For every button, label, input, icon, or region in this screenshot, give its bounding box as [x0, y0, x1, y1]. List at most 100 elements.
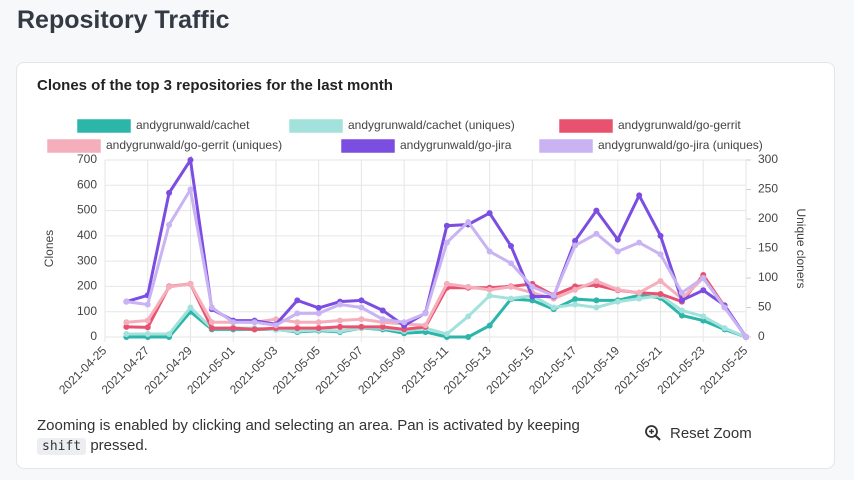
data-point: [208, 304, 215, 311]
reset-zoom-label: Reset Zoom: [670, 424, 752, 442]
data-point: [721, 325, 728, 332]
data-point: [465, 283, 472, 290]
legend-label: andygrunwald/go-jira: [400, 138, 512, 152]
data-point: [614, 286, 621, 293]
data-point: [550, 292, 557, 299]
y2-tick-label: 0: [758, 329, 765, 343]
data-point: [572, 296, 579, 303]
data-point: [123, 323, 130, 330]
data-point: [700, 287, 707, 294]
legend-swatch: [559, 119, 613, 133]
legend-swatch: [77, 119, 131, 133]
data-point: [486, 248, 493, 255]
legend-item[interactable]: andygrunwald/go-gerrit: [559, 118, 741, 133]
data-point: [657, 251, 664, 258]
data-point: [230, 325, 237, 332]
data-point: [251, 319, 258, 326]
data-point: [507, 295, 514, 302]
data-point: [422, 310, 429, 317]
data-point: [657, 291, 664, 298]
data-point: [144, 331, 151, 338]
data-point: [614, 236, 621, 243]
legend-label: andygrunwald/go-gerrit (uniques): [106, 138, 282, 152]
data-point: [379, 307, 386, 314]
legend-item[interactable]: andygrunwald/go-jira (uniques): [539, 138, 763, 153]
data-point: [379, 323, 386, 330]
legend-swatch: [47, 139, 101, 153]
data-point: [443, 280, 450, 287]
data-point: [358, 297, 365, 304]
data-point: [422, 322, 429, 329]
legend-item[interactable]: andygrunwald/cachet (uniques): [289, 118, 515, 133]
series-line: [126, 185, 748, 338]
data-point: [358, 316, 365, 323]
legend-swatch: [539, 139, 593, 153]
data-point: [700, 313, 707, 320]
help-text-end: pressed.: [90, 437, 148, 454]
y2-tick-label: 100: [758, 270, 778, 284]
y2-tick-label: 300: [758, 152, 778, 166]
data-point: [443, 222, 450, 229]
chart: Clones of the top 3 repositories for the…: [37, 77, 808, 397]
data-point: [657, 232, 664, 239]
data-point: [187, 157, 194, 163]
legend-item[interactable]: andygrunwald/cachet: [77, 118, 250, 133]
legend-swatch: [289, 119, 343, 133]
legend-item[interactable]: andygrunwald/go-jira: [341, 138, 512, 153]
data-point: [678, 297, 685, 304]
data-point: [593, 230, 600, 237]
data-point: [614, 298, 621, 305]
data-point: [593, 207, 600, 214]
y2-axis-title: Unique cloners: [794, 208, 808, 288]
chart-title: Clones of the top 3 repositories for the…: [37, 77, 393, 94]
data-point: [678, 307, 685, 314]
data-point: [486, 210, 493, 217]
legend-label: andygrunwald/cachet: [136, 118, 250, 132]
data-point: [166, 331, 173, 338]
data-point: [208, 319, 215, 326]
data-point: [636, 239, 643, 246]
data-point: [593, 282, 600, 289]
legend-item[interactable]: andygrunwald/go-gerrit (uniques): [47, 138, 282, 153]
y-tick-label: 300: [77, 253, 97, 267]
data-point: [443, 239, 450, 246]
data-point: [144, 317, 151, 324]
data-point: [358, 323, 365, 330]
data-point: [486, 292, 493, 299]
series-line: [126, 275, 748, 338]
legend-swatch: [341, 139, 395, 153]
y-tick-label: 100: [77, 304, 97, 318]
reset-zoom-button[interactable]: Reset Zoom: [644, 424, 752, 442]
data-point: [636, 295, 643, 302]
legend-label: andygrunwald/go-jira (uniques): [598, 138, 763, 152]
data-point: [187, 280, 194, 287]
series-line: [125, 155, 748, 338]
data-point: [294, 310, 301, 317]
y2-tick-label: 200: [758, 211, 778, 225]
data-point: [251, 326, 258, 333]
data-point: [593, 297, 600, 304]
data-point: [529, 283, 536, 290]
data-point: [166, 283, 173, 290]
data-point: [465, 218, 472, 225]
data-point: [294, 297, 301, 304]
data-point: [721, 304, 728, 311]
data-point: [294, 325, 301, 332]
y-tick-label: 500: [77, 203, 97, 217]
y-tick-label: 700: [77, 152, 97, 166]
data-point: [337, 328, 344, 335]
data-point: [593, 277, 600, 284]
data-point: [337, 323, 344, 330]
data-point: [315, 325, 322, 332]
data-point: [486, 286, 493, 293]
data-point: [166, 221, 173, 228]
data-point: [315, 310, 322, 317]
data-point: [572, 237, 579, 244]
y-axis-title: Clones: [42, 230, 56, 267]
y2-tick-label: 250: [758, 182, 778, 196]
data-point: [572, 242, 579, 249]
y2-tick-label: 150: [758, 241, 778, 255]
data-point: [208, 325, 215, 332]
y-tick-label: 200: [77, 279, 97, 293]
legend-label: andygrunwald/go-gerrit: [618, 118, 741, 132]
